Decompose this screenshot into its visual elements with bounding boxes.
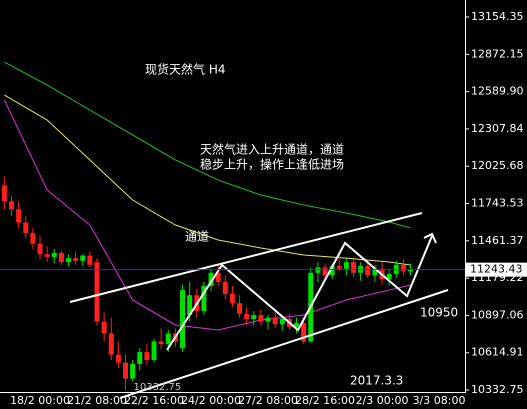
y-tick-label: 12589.90	[471, 85, 524, 98]
y-tick-label: 13154.35	[471, 10, 524, 23]
y-tick-label: 10332.75	[471, 383, 524, 396]
x-tick-label: 28/2 16:00	[295, 394, 355, 407]
y-tick-label: 11743.53	[471, 197, 524, 210]
channel-upper	[69, 212, 423, 303]
y-tick-label: 10614.91	[471, 346, 524, 359]
y-tick-label: 12025.68	[471, 159, 524, 172]
candle-body	[222, 282, 228, 294]
y-tick-label: 12872.15	[471, 47, 524, 60]
channel-drawing	[69, 212, 449, 399]
annotation: 10950	[420, 306, 458, 320]
x-tick-label: 21/2 08:00	[67, 394, 127, 407]
candle-body	[73, 258, 79, 261]
x-tick-label: 24/2 00:00	[181, 394, 241, 407]
low-label: 10332.75	[134, 382, 182, 393]
candle-body	[130, 363, 136, 379]
candle-body	[329, 266, 335, 276]
chart-title: 现货天然气 H4	[145, 62, 225, 77]
candle-body	[265, 317, 271, 322]
candle-body	[80, 255, 86, 261]
y-tick-label: 11461.37	[471, 234, 524, 247]
candle-body	[9, 201, 15, 210]
candle-body	[87, 255, 93, 265]
annotation: 稳步上升，操作上逢低进场	[200, 157, 344, 172]
candle-body	[244, 313, 250, 320]
candle-body	[408, 269, 414, 272]
candle-body	[151, 341, 157, 361]
current-price-label: 11243.43	[470, 263, 523, 276]
candle-body	[351, 262, 357, 273]
y-tick-label: 10897.06	[471, 308, 524, 321]
candle-body	[279, 319, 285, 325]
candle-body	[101, 321, 107, 334]
x-tick-label: 2/3 00:00	[356, 394, 409, 407]
candle-body	[30, 233, 36, 244]
candle-body	[258, 315, 264, 322]
annotation: 天然气进入上升通道，通道	[200, 142, 344, 157]
x-tick-label: 18/2 00:00	[10, 394, 70, 407]
x-tick-label: 3/3 08:00	[413, 394, 466, 407]
candle-body	[237, 303, 243, 314]
candle-body	[66, 258, 72, 263]
moving-average	[4, 94, 411, 266]
candle-body	[343, 262, 349, 269]
candle-body	[165, 333, 171, 345]
candle-body	[44, 254, 50, 257]
candle-body	[51, 252, 57, 257]
moving-average	[3, 99, 411, 331]
current-price-box	[466, 262, 527, 277]
x-tick-label: 27/2 08:00	[238, 394, 298, 407]
annotation: 2017.3.3	[350, 374, 403, 388]
candle-body	[23, 222, 29, 234]
arrow-head	[423, 232, 437, 244]
moving-average	[4, 61, 411, 229]
candle-body	[372, 268, 378, 276]
annotation: 通道	[185, 230, 209, 244]
wave-path	[166, 235, 433, 351]
candle-body	[158, 341, 164, 345]
candle-body	[251, 315, 257, 320]
candle-body	[187, 295, 193, 316]
candle-body	[94, 262, 100, 322]
candle-body	[272, 317, 278, 325]
candle-body	[137, 352, 143, 364]
candle-body	[365, 266, 371, 276]
candle-body	[229, 293, 235, 304]
candle-body	[1, 185, 7, 202]
candle-body	[123, 362, 129, 379]
candle-body	[215, 272, 221, 283]
candle-body	[400, 264, 406, 272]
candle-body	[201, 285, 207, 312]
channel-lower	[119, 289, 449, 399]
candle-body	[301, 322, 307, 342]
candle-body	[37, 243, 43, 255]
candle-body	[16, 209, 22, 223]
candle-body	[180, 289, 186, 349]
candle-body	[144, 352, 150, 361]
candle-body	[108, 333, 114, 355]
candle-body	[208, 272, 214, 286]
candle-body	[58, 252, 64, 263]
x-tick-label: 22/2 16:00	[124, 394, 184, 407]
candle-body	[115, 354, 121, 363]
candle-body	[322, 267, 328, 276]
candle-body	[336, 266, 342, 269]
y-tick-label: 12307.84	[471, 122, 524, 135]
candle-body	[386, 274, 392, 280]
candle-body	[294, 322, 300, 327]
